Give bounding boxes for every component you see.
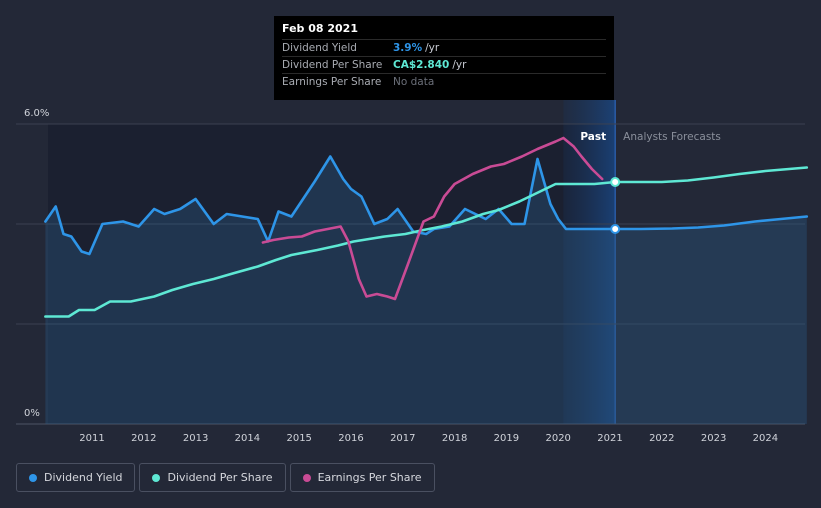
dividend-yield-marker — [610, 224, 621, 234]
tooltip-row-dividend-per-share: Dividend Per Share CA$2.840 /yr — [282, 56, 606, 73]
past-region — [48, 124, 616, 424]
x-tick-label: 2014 — [235, 433, 260, 444]
tooltip-value: CA$2.840 — [393, 59, 450, 71]
legend-dot-icon — [29, 473, 37, 482]
x-tick-label: 2017 — [390, 433, 415, 444]
tooltip-label: Dividend Yield — [282, 42, 357, 54]
legend-dot-icon — [302, 473, 311, 482]
past-highlight-band — [563, 100, 616, 424]
dividend-yield-line — [44, 155, 809, 256]
hover-tooltip: Feb 08 2021 Dividend Yield 3.9% /yr Divi… — [274, 16, 614, 100]
tooltip-row-earnings-per-share: Earnings Per Share No data — [282, 73, 606, 90]
x-tick-label: 2018 — [442, 433, 467, 444]
dividend-per-share-line — [44, 166, 809, 318]
past-label: Past — [580, 131, 606, 143]
tooltip-label: Dividend Per Share — [282, 59, 383, 71]
dividend-per-share-marker — [610, 177, 621, 187]
x-tick-label: 2021 — [597, 433, 622, 444]
legend-label: Dividend Per Share — [167, 471, 273, 484]
dividend-yield-area — [45, 156, 807, 424]
legend-item-dividend-per-share[interactable]: Dividend Per Share — [139, 463, 286, 492]
x-tick-label: 2024 — [753, 433, 778, 444]
x-tick-label: 2023 — [701, 433, 726, 444]
x-tick-label: 2020 — [545, 433, 570, 444]
legend-label: Dividend Yield — [44, 471, 123, 484]
legend-dot-icon — [152, 473, 161, 482]
tooltip-value: 3.9% — [393, 42, 423, 54]
legend-item-dividend-yield[interactable]: Dividend Yield — [16, 463, 136, 492]
x-tick-label: 2015 — [286, 433, 311, 444]
y-tick-label: 0% — [24, 408, 40, 419]
x-tick-label: 2019 — [494, 433, 519, 444]
tooltip-label: Earnings Per Share — [282, 76, 382, 88]
tooltip-unit: /yr — [452, 59, 467, 71]
x-tick-label: 2011 — [79, 433, 104, 444]
legend-item-earnings-per-share[interactable]: Earnings Per Share — [289, 463, 435, 492]
x-tick-label: 2013 — [183, 433, 208, 444]
forecast-label: Analysts Forecasts — [623, 131, 721, 143]
x-tick-label: 2016 — [338, 433, 363, 444]
tooltip-date: Feb 08 2021 — [282, 22, 358, 35]
legend-label: Earnings Per Share — [317, 471, 422, 484]
x-tick-label: 2022 — [649, 433, 674, 444]
earnings-per-share-line — [261, 136, 604, 301]
tooltip-row-dividend-yield: Dividend Yield 3.9% /yr — [282, 39, 606, 56]
x-tick-label: 2012 — [131, 433, 156, 444]
tooltip-value: No data — [393, 76, 435, 88]
y-tick-label: 6.0% — [24, 108, 49, 119]
chart-legend: Dividend Yield Dividend Per Share Earnin… — [16, 463, 435, 492]
tooltip-unit: /yr — [425, 42, 440, 54]
